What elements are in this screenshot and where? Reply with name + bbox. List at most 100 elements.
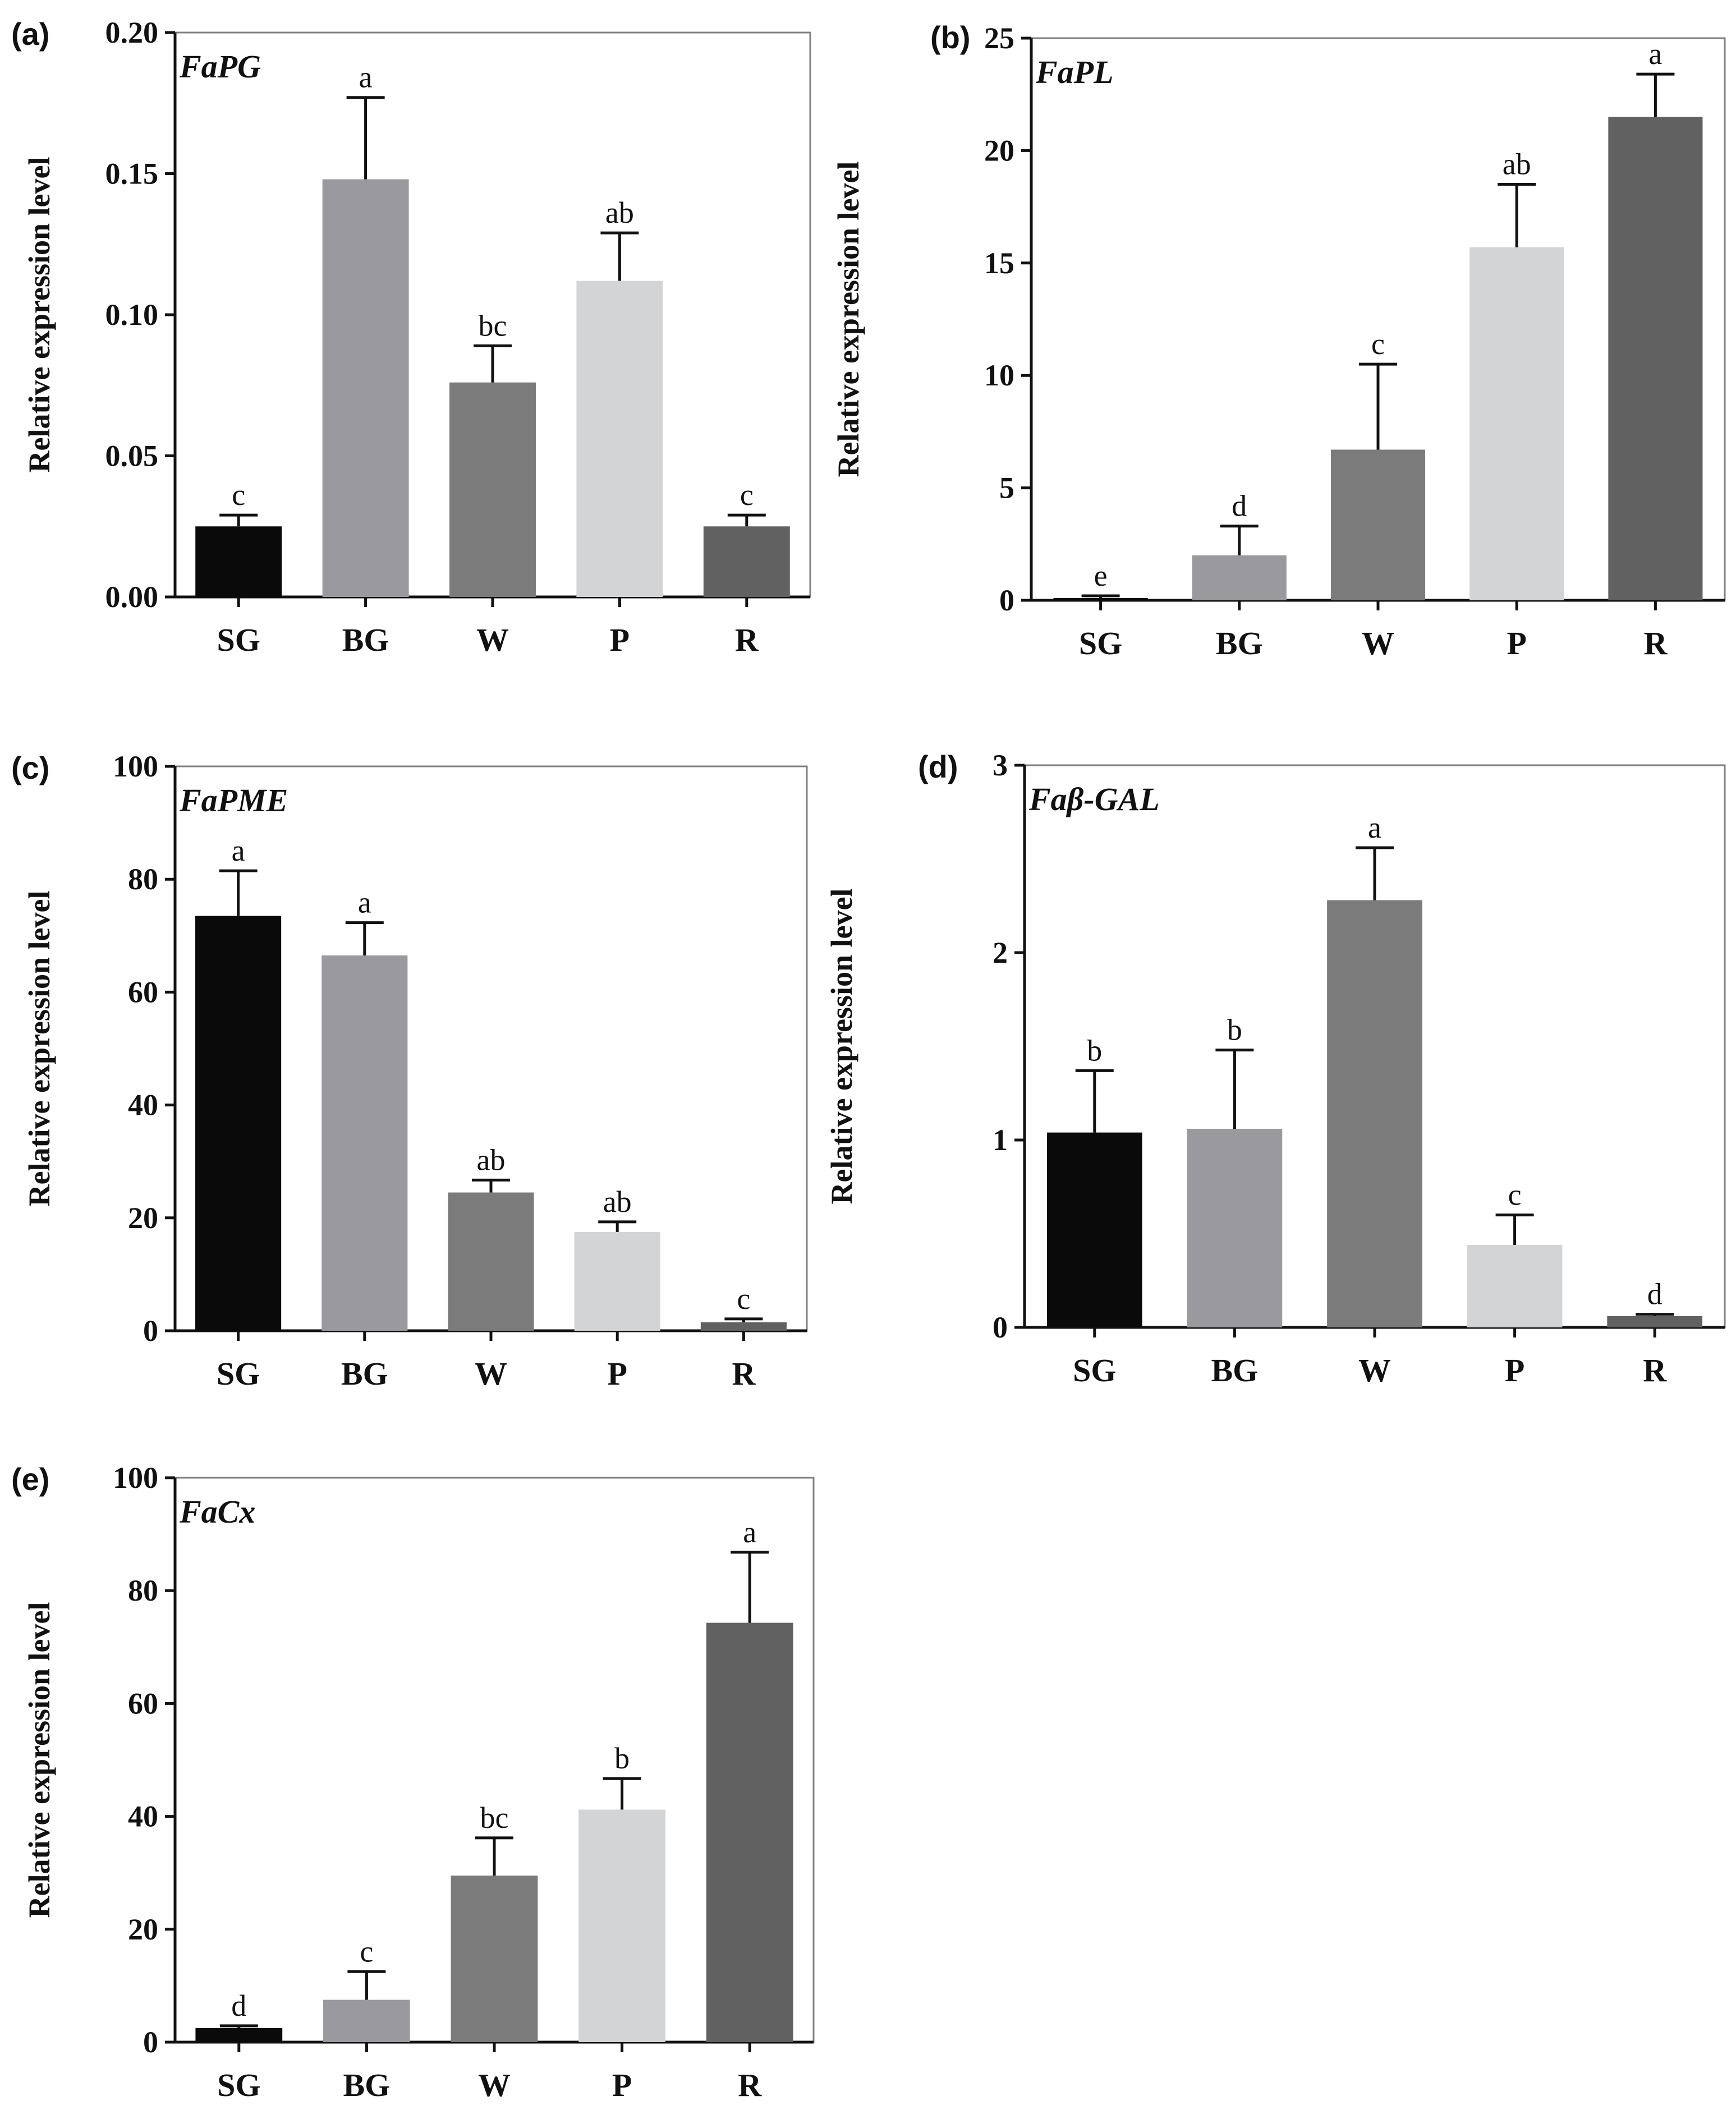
significance-label: bc <box>480 1801 509 1835</box>
bar <box>449 382 536 597</box>
significance-label: ab <box>603 1185 632 1219</box>
bar <box>1327 900 1422 1327</box>
bar <box>1187 1128 1283 1327</box>
x-tick-label: SG <box>1073 1352 1116 1389</box>
y-tick-label: 10 <box>984 358 1014 392</box>
panel-b-body: 0 5 10 15 20 25 Relative expression level FaPL e… <box>832 21 1726 661</box>
panel-a-label: (a) <box>11 16 49 52</box>
bar <box>1192 555 1287 600</box>
significance-label: e <box>1094 559 1108 592</box>
bar <box>322 179 409 597</box>
bar <box>451 1876 538 2042</box>
panel-b-label: (b) <box>930 20 971 55</box>
panel-c-label: (c) <box>11 750 49 785</box>
panel-d: (d) 0 1 2 3 Relative expression level Faβ-GAL… <box>825 748 1726 1389</box>
y-axis-title: Relative expression level <box>832 162 865 477</box>
significance-label: ab <box>477 1143 506 1176</box>
x-tick-label: BG <box>343 2067 390 2103</box>
y-tick-label: 3 <box>993 748 1008 782</box>
significance-label: c <box>360 1934 373 1968</box>
significance-label: d <box>1647 1277 1662 1311</box>
panel-b: (b) 0 5 10 15 20 25 Relative expression level F… <box>832 20 1726 661</box>
significance-label: c <box>1371 327 1385 361</box>
x-tick-label: P <box>607 1355 627 1392</box>
x-tick-label: R <box>735 622 759 658</box>
y-tick-label: 80 <box>128 1574 158 1607</box>
y-axis-title: Relative expression level <box>22 157 56 473</box>
x-tick-label: P <box>1507 625 1526 661</box>
x-tick-label: R <box>1643 1352 1667 1389</box>
x-tick-label: P <box>612 2067 632 2103</box>
significance-label: c <box>737 1282 750 1316</box>
bar <box>1467 1245 1563 1327</box>
significance-label: a <box>358 886 371 920</box>
panel-a: (a) 0.00 0.05 0.10 0.15 0.20 Relative express… <box>11 16 811 658</box>
x-tick-label: R <box>738 2067 762 2103</box>
y-tick-label: 0 <box>993 1311 1008 1344</box>
y-tick-label: 0 <box>143 2025 158 2059</box>
bar <box>323 2000 410 2042</box>
y-tick-label: 60 <box>128 975 158 1009</box>
y-tick-label: 40 <box>128 1088 158 1122</box>
bar <box>574 1231 660 1331</box>
significance-label: bc <box>479 309 507 342</box>
y-tick-label: 2 <box>993 936 1008 969</box>
y-tick-label: 5 <box>999 471 1014 505</box>
panel-e-label: (e) <box>11 1461 49 1497</box>
bar <box>1469 247 1564 600</box>
x-tick-label: R <box>732 1355 756 1392</box>
y-tick-label: 20 <box>128 1201 158 1235</box>
panel-e-body: 0 20 40 60 80 100 Relative expression level FaC… <box>22 1461 815 2103</box>
x-tick-label: BG <box>1211 1352 1258 1389</box>
y-tick-label: 80 <box>128 862 158 896</box>
y-tick-label: 0.05 <box>105 439 159 473</box>
panel-d-label: (d) <box>918 749 958 784</box>
panel-a-body: 0.00 0.05 0.10 0.15 0.20 Relative expression … <box>22 16 811 658</box>
y-tick-label: 0.15 <box>105 157 159 191</box>
y-tick-label: 0 <box>999 583 1014 617</box>
y-axis-title: Relative expression level <box>825 889 858 1205</box>
panel-e: (e) 0 20 40 60 80 100 Relative expression leve… <box>11 1461 815 2103</box>
gene-title: FaPL <box>1035 54 1114 90</box>
bar <box>700 1322 787 1331</box>
bar <box>195 2028 283 2042</box>
panel-c: (c) 0 20 40 60 80 100 Relative expression leve… <box>11 750 808 1392</box>
bar <box>1046 1132 1142 1327</box>
x-tick-label: BG <box>1216 625 1263 661</box>
bar <box>1053 597 1148 600</box>
x-tick-label: SG <box>217 2067 260 2103</box>
bar <box>195 916 282 1331</box>
bar <box>703 526 790 597</box>
y-tick-label: 0.00 <box>105 580 159 614</box>
y-tick-label: 15 <box>984 246 1014 280</box>
y-tick-label: 25 <box>984 21 1014 55</box>
bar <box>1330 449 1426 600</box>
y-tick-label: 40 <box>128 1800 158 1833</box>
significance-label: b <box>1087 1033 1102 1067</box>
significance-label: a <box>743 1515 756 1549</box>
y-tick-label: 0 <box>143 1314 158 1348</box>
x-tick-label: SG <box>217 1355 260 1392</box>
y-tick-label: 60 <box>128 1686 158 1720</box>
bar <box>195 526 282 597</box>
y-tick-label: 20 <box>984 134 1014 167</box>
y-axis-title: Relative expression level <box>22 891 56 1207</box>
bar <box>448 1192 534 1331</box>
panel-c-body: 0 20 40 60 80 100 Relative expression level FaP… <box>22 750 808 1392</box>
x-tick-label: P <box>1505 1352 1524 1389</box>
x-tick-label: P <box>610 622 630 658</box>
x-tick-label: SG <box>217 622 260 658</box>
x-tick-label: R <box>1643 625 1668 661</box>
significance-label: d <box>231 1989 246 2023</box>
significance-label: ab <box>605 196 634 229</box>
x-tick-label: BG <box>341 1355 388 1392</box>
bar <box>1608 117 1703 600</box>
x-tick-label: W <box>476 622 509 658</box>
bar <box>1607 1316 1703 1327</box>
panel-d-body: 0 1 2 3 Relative expression level Faβ-GAL b SG b… <box>825 748 1726 1389</box>
x-tick-label: BG <box>342 622 389 658</box>
x-tick-label: W <box>1362 625 1394 661</box>
gene-title: FaPME <box>179 782 288 819</box>
